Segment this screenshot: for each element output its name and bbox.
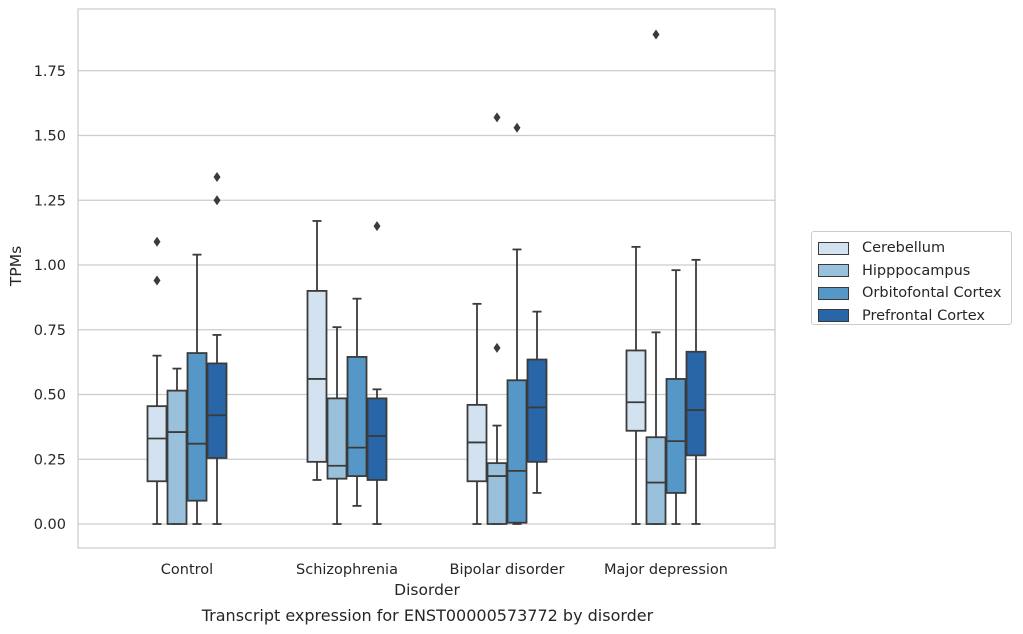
legend-item: Prefrontal Cortex xyxy=(818,305,1011,328)
x-tick-label: Schizophrenia xyxy=(296,562,398,578)
iqr-box xyxy=(486,462,508,525)
iqr-box xyxy=(625,349,647,432)
box-hipppocampus xyxy=(645,29,667,525)
box-orbitofontal-cortex xyxy=(665,269,687,525)
box-orbitofontal-cortex xyxy=(506,122,528,525)
outlier-point xyxy=(513,122,521,133)
box-cerebellum xyxy=(625,245,647,525)
box-orbitofontal-cortex xyxy=(186,253,208,525)
iqr-box xyxy=(645,436,667,525)
box-cerebellum xyxy=(146,236,168,525)
box-prefrontal-cortex xyxy=(366,221,388,525)
box-hipppocampus xyxy=(166,367,188,525)
x-tick-label: Bipolar disorder xyxy=(450,562,565,578)
legend-item: Cerebellum xyxy=(818,237,1011,260)
iqr-box xyxy=(665,378,687,494)
outlier-point xyxy=(652,29,660,40)
outlier-point xyxy=(213,171,221,182)
outlier-point xyxy=(213,195,221,206)
legend-label: Hipppocampus xyxy=(862,262,971,279)
boxes xyxy=(146,29,707,525)
y-tick-label: 1.00 xyxy=(34,258,66,274)
iqr-box xyxy=(326,397,348,480)
iqr-box xyxy=(366,397,388,481)
outlier-point xyxy=(493,112,501,123)
outlier-point xyxy=(153,275,161,286)
iqr-box xyxy=(506,379,528,524)
legend-label: Orbitofontal Cortex xyxy=(862,285,1002,302)
outlier-point xyxy=(373,221,381,232)
legend-swatch xyxy=(818,264,849,278)
box-prefrontal-cortex xyxy=(526,310,548,494)
legend-swatch xyxy=(818,241,849,255)
outlier-point xyxy=(493,342,501,353)
iqr-box xyxy=(146,405,168,483)
box-hipppocampus xyxy=(486,112,508,525)
outlier-point xyxy=(153,236,161,247)
legend-item: Orbitofontal Cortex xyxy=(818,282,1011,305)
iqr-box xyxy=(346,356,368,477)
y-tick-label: 0.75 xyxy=(34,323,66,339)
iqr-box xyxy=(206,362,228,459)
legend-swatch xyxy=(818,309,849,323)
box-cerebellum xyxy=(306,220,328,481)
legend-item: Hipppocampus xyxy=(818,260,1011,283)
legend-label: Prefrontal Cortex xyxy=(862,307,985,324)
iqr-box xyxy=(186,352,208,502)
y-tick-label: 1.25 xyxy=(34,193,66,209)
y-tick-labels: 0.00 0.25 0.50 0.75 1.00 1.25 1.50 1.75 xyxy=(34,64,66,533)
box-prefrontal-cortex xyxy=(685,258,707,525)
box-orbitofontal-cortex xyxy=(346,297,368,507)
iqr-box xyxy=(526,358,548,463)
x-tick-labels: Control Schizophrenia Bipolar disorder Majo… xyxy=(161,562,728,578)
y-tick-label: 0.00 xyxy=(34,517,66,533)
figure-caption: Transcript expression for ENST0000057377… xyxy=(201,606,654,625)
y-axis-label: TPMs xyxy=(7,246,25,287)
legend-label: Cerebellum xyxy=(862,240,946,257)
box-cerebellum xyxy=(466,302,488,525)
y-tick-label: 1.75 xyxy=(34,64,66,80)
legend-swatch xyxy=(818,286,849,300)
x-axis-label: Disorder xyxy=(394,581,460,599)
box-prefrontal-cortex xyxy=(206,171,228,525)
plot-area-frame xyxy=(77,8,776,549)
y-tick-label: 1.50 xyxy=(34,129,66,145)
iqr-box xyxy=(685,350,707,457)
x-tick-label: Major depression xyxy=(604,562,728,578)
box-hipppocampus xyxy=(326,326,348,525)
y-tick-label: 0.50 xyxy=(34,388,66,404)
iqr-box xyxy=(306,289,328,463)
y-tick-label: 0.25 xyxy=(34,452,66,468)
x-tick-label: Control xyxy=(161,562,213,578)
legend: Cerebellum Hipppocampus Orbitofontal Corte… xyxy=(811,231,1012,325)
iqr-box xyxy=(166,389,188,525)
